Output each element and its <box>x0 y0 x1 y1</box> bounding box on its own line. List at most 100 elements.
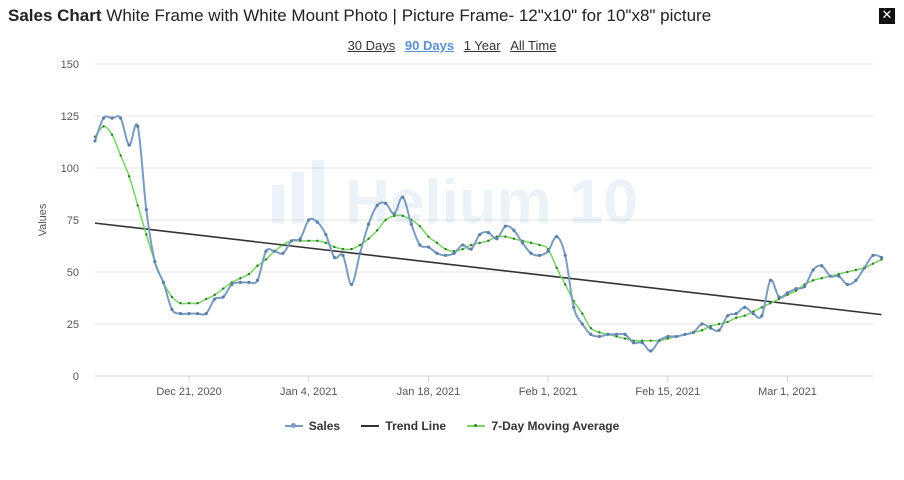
sales-point[interactable] <box>315 220 319 224</box>
range-30-days[interactable]: 30 Days <box>347 38 396 53</box>
sales-point[interactable] <box>811 268 815 272</box>
sales-point[interactable] <box>666 334 670 339</box>
sales-point[interactable] <box>110 116 114 120</box>
sales-point[interactable] <box>743 305 747 309</box>
sales-point[interactable] <box>657 339 661 343</box>
sales-point[interactable] <box>443 253 448 257</box>
sales-point[interactable] <box>674 334 678 339</box>
sales-point[interactable] <box>546 249 550 253</box>
sales-point[interactable] <box>794 287 798 291</box>
sales-point[interactable] <box>785 291 790 295</box>
sales-point[interactable] <box>461 243 465 247</box>
sales-point[interactable] <box>187 312 191 316</box>
sales-point[interactable] <box>144 208 148 212</box>
sales-point[interactable] <box>572 305 576 309</box>
sales-point[interactable] <box>777 295 781 299</box>
sales-point[interactable] <box>563 253 567 257</box>
sales-point[interactable] <box>178 312 183 316</box>
sales-point[interactable] <box>469 247 473 251</box>
sales-point[interactable] <box>537 253 542 257</box>
sales-point[interactable] <box>324 232 328 237</box>
sales-point[interactable] <box>700 322 704 326</box>
sales-point[interactable] <box>691 330 696 334</box>
sales-point[interactable] <box>589 332 593 336</box>
sales-point[interactable] <box>760 314 764 318</box>
sales-point[interactable] <box>478 232 482 237</box>
sales-point[interactable] <box>452 251 456 255</box>
sales-point[interactable] <box>272 249 277 253</box>
sales-point[interactable] <box>862 266 867 270</box>
sales-point[interactable] <box>580 322 584 326</box>
sales-point[interactable] <box>101 116 106 120</box>
sales-point[interactable] <box>307 218 311 222</box>
sales-point[interactable] <box>238 280 242 284</box>
sales-point[interactable] <box>409 222 413 226</box>
sales-point[interactable] <box>93 139 97 143</box>
close-icon[interactable]: ✕ <box>879 8 895 24</box>
sales-point[interactable] <box>555 235 559 239</box>
sales-point[interactable] <box>290 239 294 243</box>
sales-point[interactable] <box>717 328 721 332</box>
sales-point[interactable] <box>683 332 687 336</box>
sales-point[interactable] <box>734 312 738 316</box>
sales-point[interactable] <box>264 249 268 253</box>
sales-point[interactable] <box>230 282 234 287</box>
sales-point[interactable] <box>803 284 807 289</box>
sales-point[interactable] <box>614 332 619 336</box>
sales-point[interactable] <box>127 143 131 147</box>
sales-point[interactable] <box>161 280 165 284</box>
sales-point[interactable] <box>597 334 602 339</box>
sales-point[interactable] <box>195 312 200 316</box>
sales-point[interactable] <box>820 264 824 268</box>
sales-point[interactable] <box>845 282 849 287</box>
sales-point[interactable] <box>623 332 627 336</box>
sales-point[interactable] <box>495 237 499 241</box>
sales-point[interactable] <box>879 255 884 260</box>
sales-point[interactable] <box>341 253 345 257</box>
legend-item-moving-average[interactable]: 7-Day Moving Average <box>467 419 619 433</box>
sales-point[interactable] <box>213 297 217 301</box>
sales-point[interactable] <box>349 282 354 287</box>
sales-point[interactable] <box>255 278 260 282</box>
legend-item-sales[interactable]: Sales <box>284 419 340 433</box>
sales-point[interactable] <box>426 245 431 249</box>
sales-point[interactable] <box>435 251 439 255</box>
sales-point[interactable] <box>854 278 858 282</box>
sales-point[interactable] <box>247 280 251 284</box>
sales-point[interactable] <box>751 312 755 316</box>
sales-point[interactable] <box>726 314 730 318</box>
sales-point[interactable] <box>503 224 507 228</box>
sales-point[interactable] <box>828 274 832 278</box>
sales-point[interactable] <box>529 251 533 255</box>
sales-point[interactable] <box>401 195 405 199</box>
sales-point[interactable] <box>640 341 644 345</box>
sales-point[interactable] <box>708 326 713 330</box>
sales-point[interactable] <box>606 332 610 336</box>
sales-point[interactable] <box>358 251 362 255</box>
sales-point[interactable] <box>136 124 140 128</box>
sales-point[interactable] <box>281 251 285 255</box>
sales-point[interactable] <box>768 278 773 282</box>
range-90-days[interactable]: 90 Days <box>404 38 455 53</box>
sales-point[interactable] <box>486 230 490 235</box>
sales-point[interactable] <box>512 228 516 232</box>
sales-point[interactable] <box>119 116 123 120</box>
range-all-time[interactable]: All Time <box>510 38 557 53</box>
sales-point[interactable] <box>332 255 336 260</box>
sales-point[interactable] <box>871 253 875 257</box>
sales-point[interactable] <box>384 201 388 205</box>
sales-point[interactable] <box>649 349 653 353</box>
sales-point[interactable] <box>392 212 396 216</box>
sales-point[interactable] <box>221 295 225 299</box>
sales-point[interactable] <box>153 260 157 264</box>
sales-point[interactable] <box>632 341 636 345</box>
sales-point[interactable] <box>204 312 208 316</box>
sales-point[interactable] <box>366 222 371 226</box>
legend-item-trend[interactable]: Trend Line <box>361 419 446 433</box>
sales-point[interactable] <box>418 243 422 247</box>
sales-point[interactable] <box>837 274 841 278</box>
sales-point[interactable] <box>170 307 174 312</box>
sales-point[interactable] <box>298 237 302 241</box>
sales-point[interactable] <box>520 241 525 245</box>
sales-point[interactable] <box>375 203 379 208</box>
